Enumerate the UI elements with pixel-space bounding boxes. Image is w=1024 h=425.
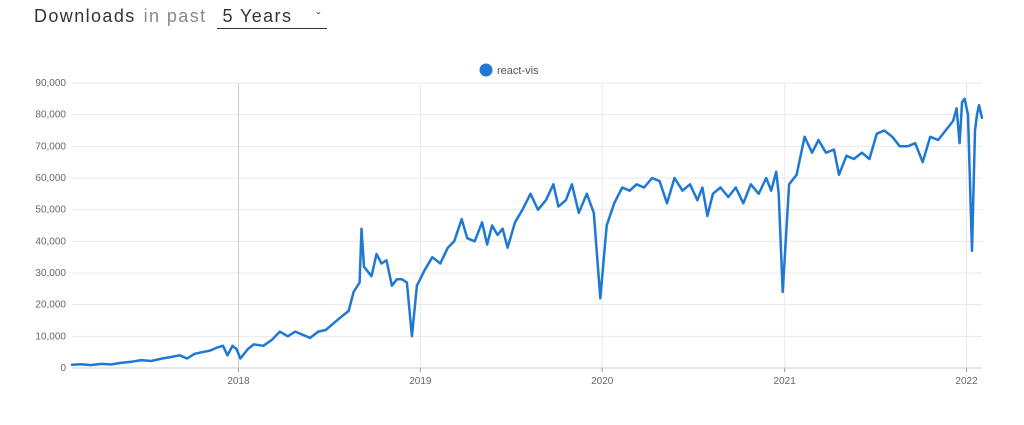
period-select-value: 5 Years: [222, 6, 293, 26]
y-tick-label: 10,000: [35, 331, 66, 342]
downloads-title: Downloads: [34, 6, 136, 26]
legend-swatch: [479, 63, 493, 77]
downloads-header: Downloads in past 5 Years ˇ: [34, 6, 327, 32]
chevron-down-icon: ˇ: [316, 9, 321, 24]
y-tick-label: 40,000: [35, 236, 66, 247]
period-select[interactable]: 5 Years ˇ: [216, 6, 327, 29]
y-tick-label: 30,000: [35, 268, 66, 279]
y-tick-label: 70,000: [35, 141, 66, 152]
chart-legend: react-vis: [479, 63, 539, 77]
x-tick-label: 2019: [409, 376, 432, 387]
downloads-chart: 0 10,000 20,000 30,000 40,000 50,000 60,000 70,…: [35, 63, 984, 387]
legend-label: react-vis: [497, 65, 539, 77]
chart-series: [70, 97, 984, 367]
x-tick-label: 2021: [774, 376, 797, 387]
downloads-subtitle: in past: [143, 6, 207, 26]
chart-grid: [72, 82, 982, 369]
x-tick-label: 2018: [227, 376, 250, 387]
y-tick-label: 0: [60, 363, 66, 374]
y-tick-label: 80,000: [35, 110, 66, 121]
y-tick-label: 60,000: [35, 173, 66, 184]
y-tick-label: 90,000: [35, 78, 66, 89]
series-line-react-vis: [70, 97, 984, 367]
x-tick-label: 2020: [591, 376, 614, 387]
y-tick-label: 50,000: [35, 205, 66, 216]
chart-axes: 0 10,000 20,000 30,000 40,000 50,000 60,000 70,…: [35, 78, 982, 387]
x-tick-label: 2022: [955, 376, 978, 387]
y-tick-label: 20,000: [35, 300, 66, 311]
